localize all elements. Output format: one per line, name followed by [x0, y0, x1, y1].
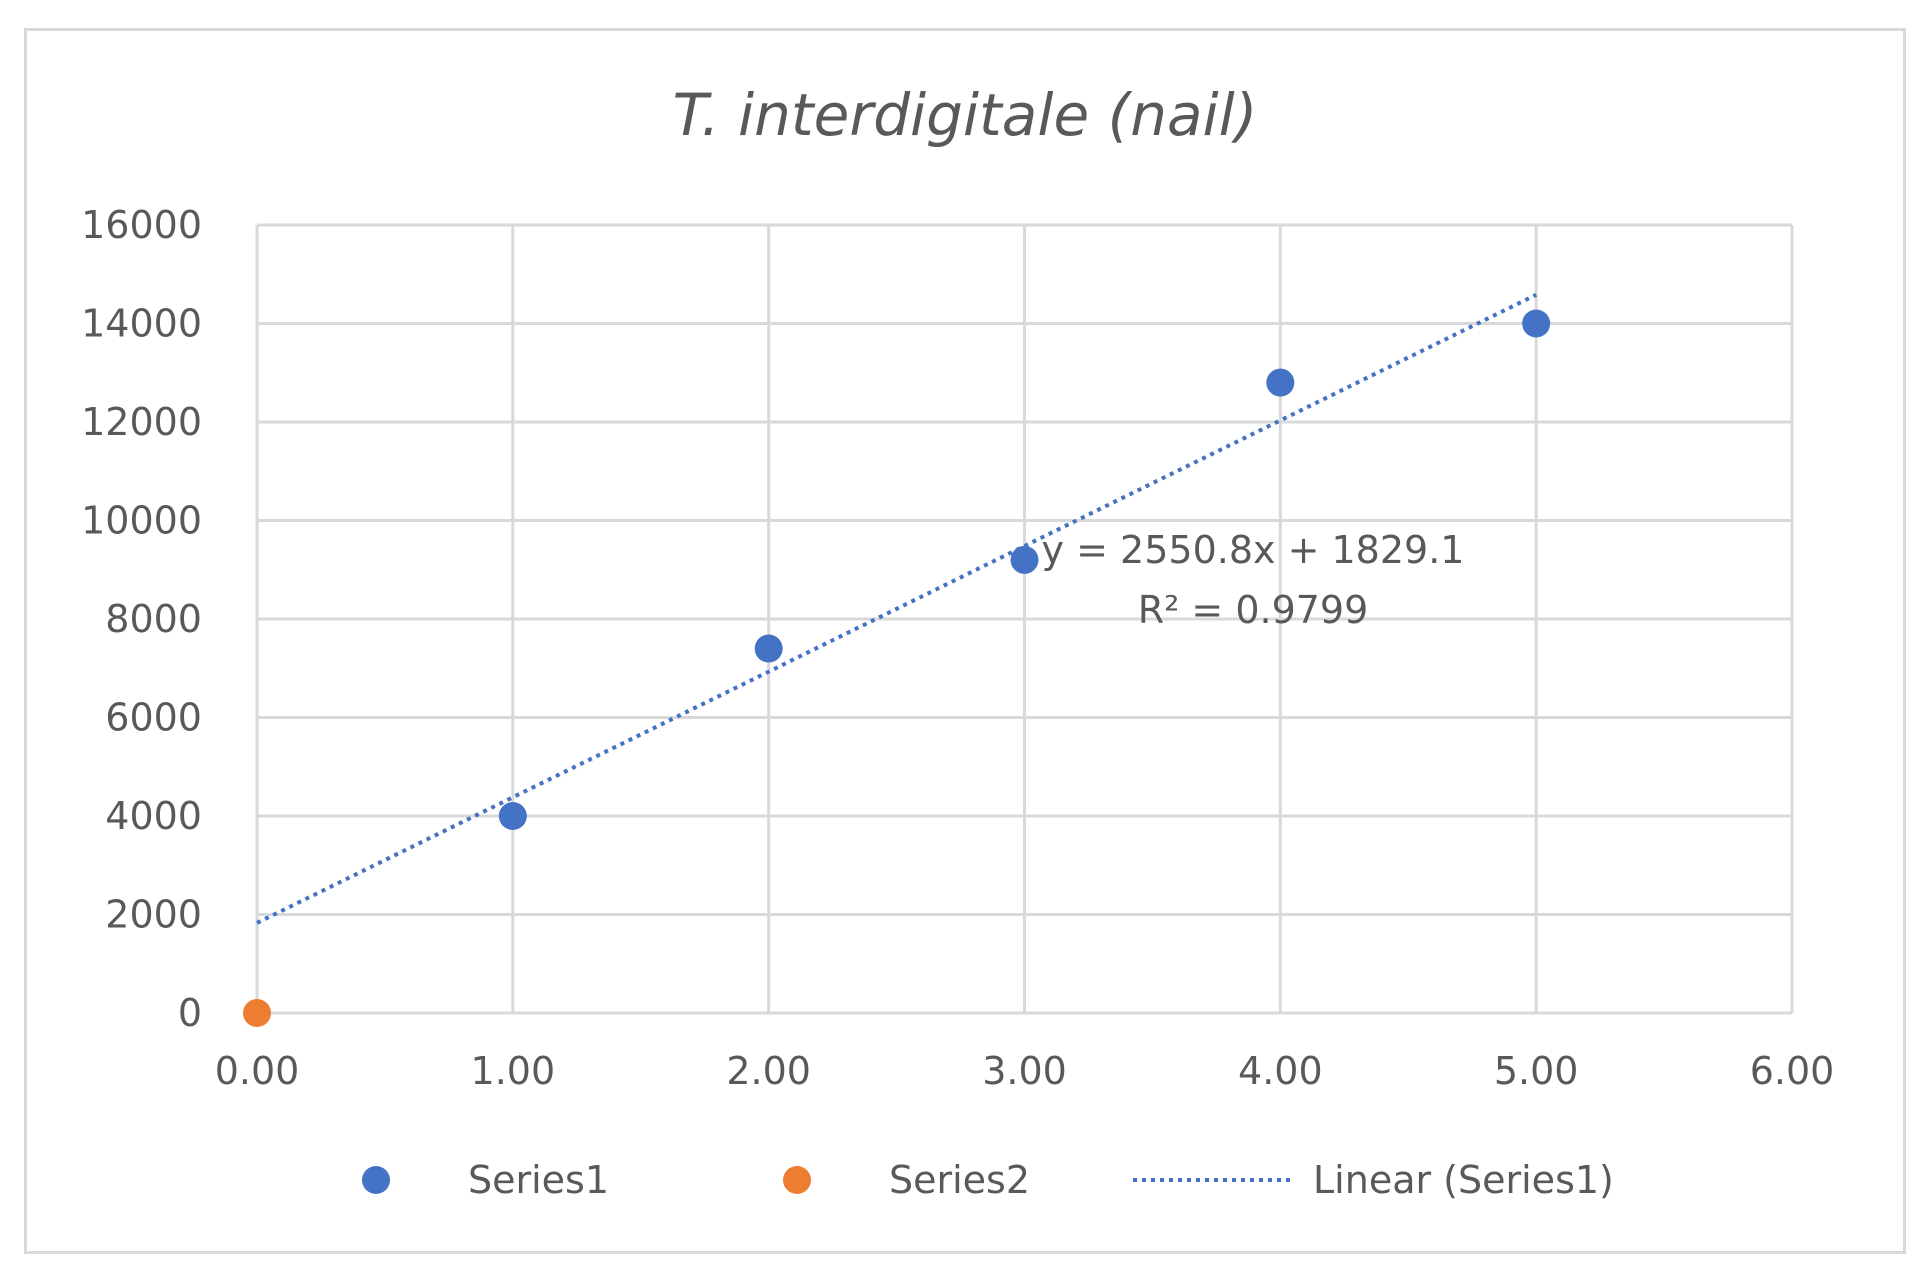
y-tick-label: 8000 [105, 597, 202, 641]
point-layer [243, 309, 1551, 1027]
point-series1 [754, 634, 783, 663]
y-tick-label: 12000 [81, 400, 202, 444]
point-series1 [1010, 545, 1039, 574]
x-tick-label: 2.00 [726, 1049, 811, 1093]
grid-layer [255, 223, 1794, 1015]
y-tick-label: 0 [178, 991, 202, 1035]
trendline-series1 [256, 292, 1538, 925]
x-tick-label: 3.00 [982, 1049, 1067, 1093]
trendline-label-layer: y = 2550.8x + 1829.1 R² = 0.9799 [1042, 528, 1465, 632]
chart-frame [24, 28, 1906, 1254]
y-tick-label: 2000 [105, 893, 202, 937]
x-tick-label: 1.00 [471, 1049, 556, 1093]
point-series1 [1266, 368, 1295, 397]
legend-marker-series2 [783, 1166, 811, 1194]
y-tick-label: 14000 [81, 302, 202, 346]
x-tick-label: 4.00 [1238, 1049, 1323, 1093]
x-tick-label: 5.00 [1494, 1049, 1579, 1093]
trendline-r2-label: R² = 0.9799 [1138, 588, 1369, 632]
legend: Series1 Series2 Linear (Series1) [362, 1158, 1614, 1202]
y-tick-label: 4000 [105, 794, 202, 838]
y-tick-label: 6000 [105, 696, 202, 740]
x-tick-label: 6.00 [1750, 1049, 1835, 1093]
trendline-layer [256, 292, 1538, 925]
x-tick-label: 0.00 [215, 1049, 300, 1093]
y-tick-label: 10000 [81, 499, 202, 543]
legend-marker-series1 [362, 1166, 390, 1194]
trendline-equation-label: y = 2550.8x + 1829.1 [1042, 528, 1465, 572]
point-series1 [1522, 309, 1551, 338]
tick-label-layer: 0 2000 4000 6000 8000 10000 12000 14000 16000 0.0… [81, 203, 1834, 1093]
point-series1 [498, 802, 527, 830]
legend-label-series2: Series2 [889, 1158, 1030, 1202]
chart-title: T. interdigitale (nail) [673, 81, 1258, 149]
y-tick-label: 16000 [81, 203, 202, 247]
legend-label-series1: Series1 [468, 1158, 609, 1202]
point-series2 [243, 999, 271, 1027]
legend-label-trendline: Linear (Series1) [1313, 1158, 1614, 1202]
